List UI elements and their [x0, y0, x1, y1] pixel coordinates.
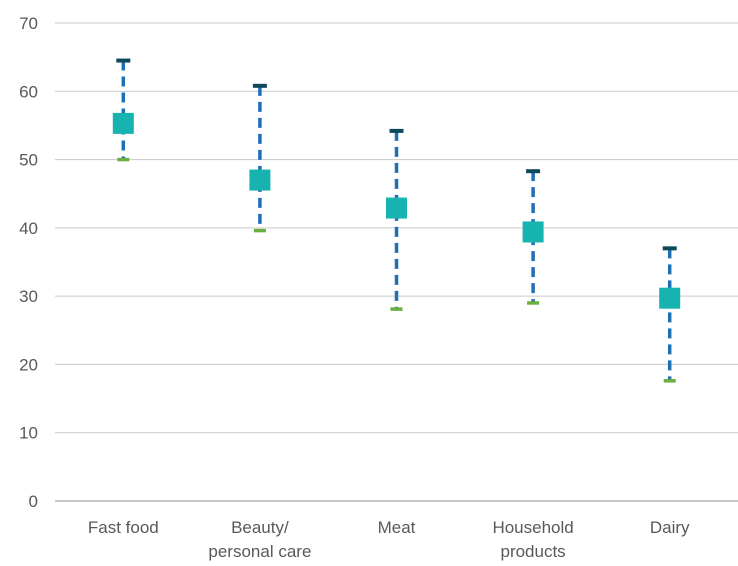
x-category-label: Fast food — [88, 518, 159, 537]
x-category-label: Household products — [492, 518, 573, 561]
x-category-label: Dairy — [650, 518, 690, 537]
mid-marker — [386, 197, 407, 219]
y-tick-label: 50 — [19, 151, 38, 170]
y-tick-label: 40 — [19, 219, 38, 238]
y-tick-label: 20 — [19, 355, 38, 374]
range-caps — [116, 58, 677, 383]
mid-marker — [659, 287, 681, 309]
y-tick-label: 10 — [19, 424, 38, 443]
mid-marker — [112, 112, 134, 134]
y-tick-label: 30 — [19, 287, 38, 306]
x-category-label-line: Meat — [378, 518, 416, 537]
mid-marker — [249, 169, 271, 191]
y-tick-label: 70 — [19, 14, 38, 33]
x-category-label-line: personal care — [208, 542, 311, 561]
x-category-label-line: Beauty/ — [231, 518, 289, 537]
x-category-label-line: products — [500, 542, 565, 561]
x-category-label-line: Household — [492, 518, 573, 537]
x-axis-labels: Fast food Beauty/personal care Meat Househo… — [88, 518, 690, 561]
x-category-label: Beauty/personal care — [208, 518, 311, 561]
x-category-label: Meat — [378, 518, 416, 537]
y-axis-ticks: 0 10 20 30 40 50 60 70 — [19, 14, 38, 511]
range-lines — [121, 60, 672, 381]
markers — [112, 112, 681, 309]
x-category-label-line: Dairy — [650, 518, 690, 537]
y-tick-label: 0 — [29, 492, 38, 511]
x-category-label-line: Fast food — [88, 518, 159, 537]
mid-marker — [522, 221, 544, 243]
y-tick-label: 60 — [19, 82, 38, 101]
